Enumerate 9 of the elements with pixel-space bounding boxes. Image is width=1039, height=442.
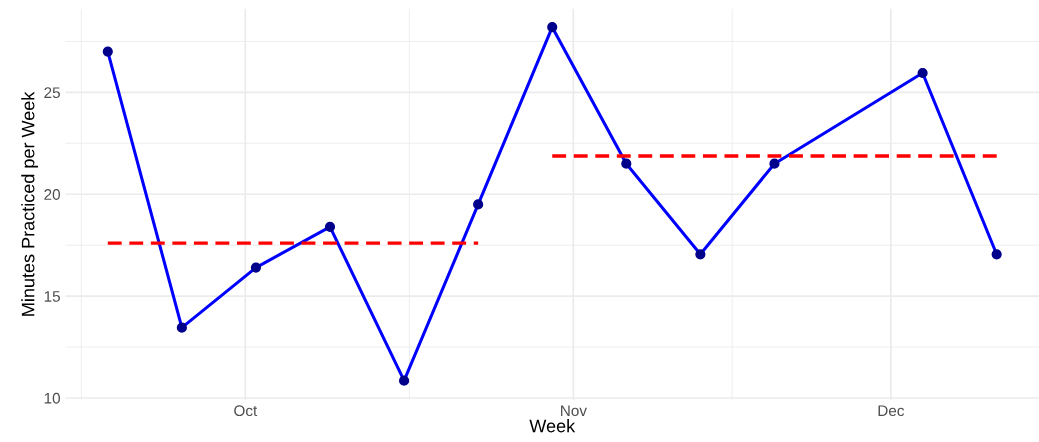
x-tick-label: Dec (878, 405, 905, 417)
x-tick-label: Nov (561, 405, 587, 417)
x-tick-label: Oct (234, 405, 258, 417)
y-tick-label: 20 (44, 189, 60, 200)
y-tick-label: 15 (44, 291, 60, 302)
x-axis-title: Week (529, 419, 576, 433)
y-tick-label: 25 (44, 87, 60, 99)
y-tick-label: 10 (44, 392, 60, 404)
y-axis-title: Minutes Practiced per Week (21, 91, 39, 316)
